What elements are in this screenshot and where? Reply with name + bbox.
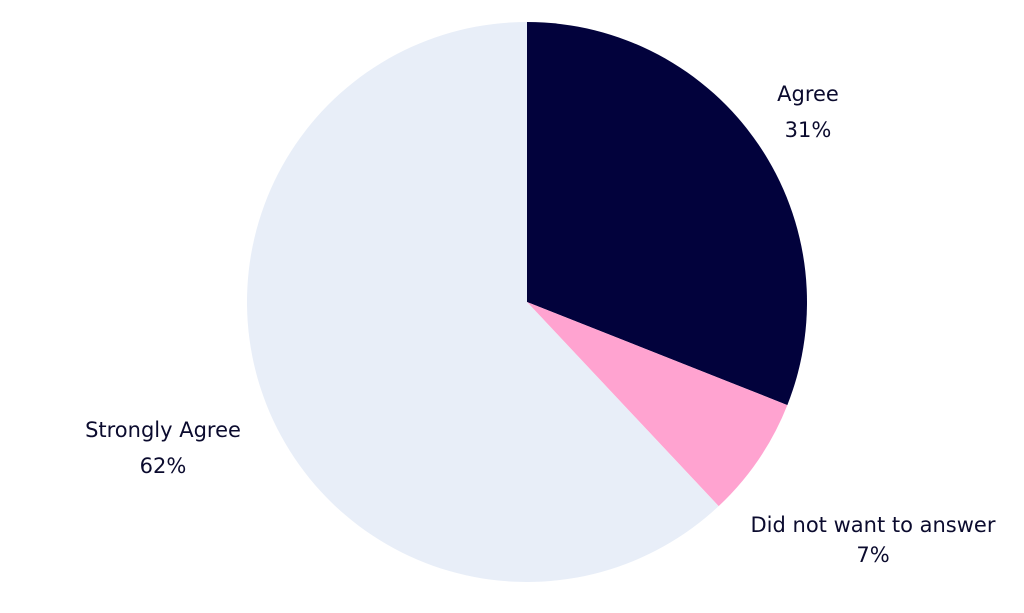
slice-label-did-not-want-to-answer: Did not want to answer [751,513,996,537]
slice-value-agree: 31% [785,118,832,142]
slice-value-did-not-want-to-answer: 7% [856,543,889,567]
pie-slice-strongly-agree [246,21,719,582]
pie-slice-agree [527,22,808,406]
slice-label-strongly-agree: Strongly Agree [85,418,241,442]
pie-slice-did-not-want-to-answer [527,302,788,507]
slice-label-agree: Agree [777,82,839,106]
pie-slices [246,21,808,582]
slice-labels: Agree 31% Did not want to answer 7% Stro… [85,82,996,567]
slice-value-strongly-agree: 62% [140,454,187,478]
